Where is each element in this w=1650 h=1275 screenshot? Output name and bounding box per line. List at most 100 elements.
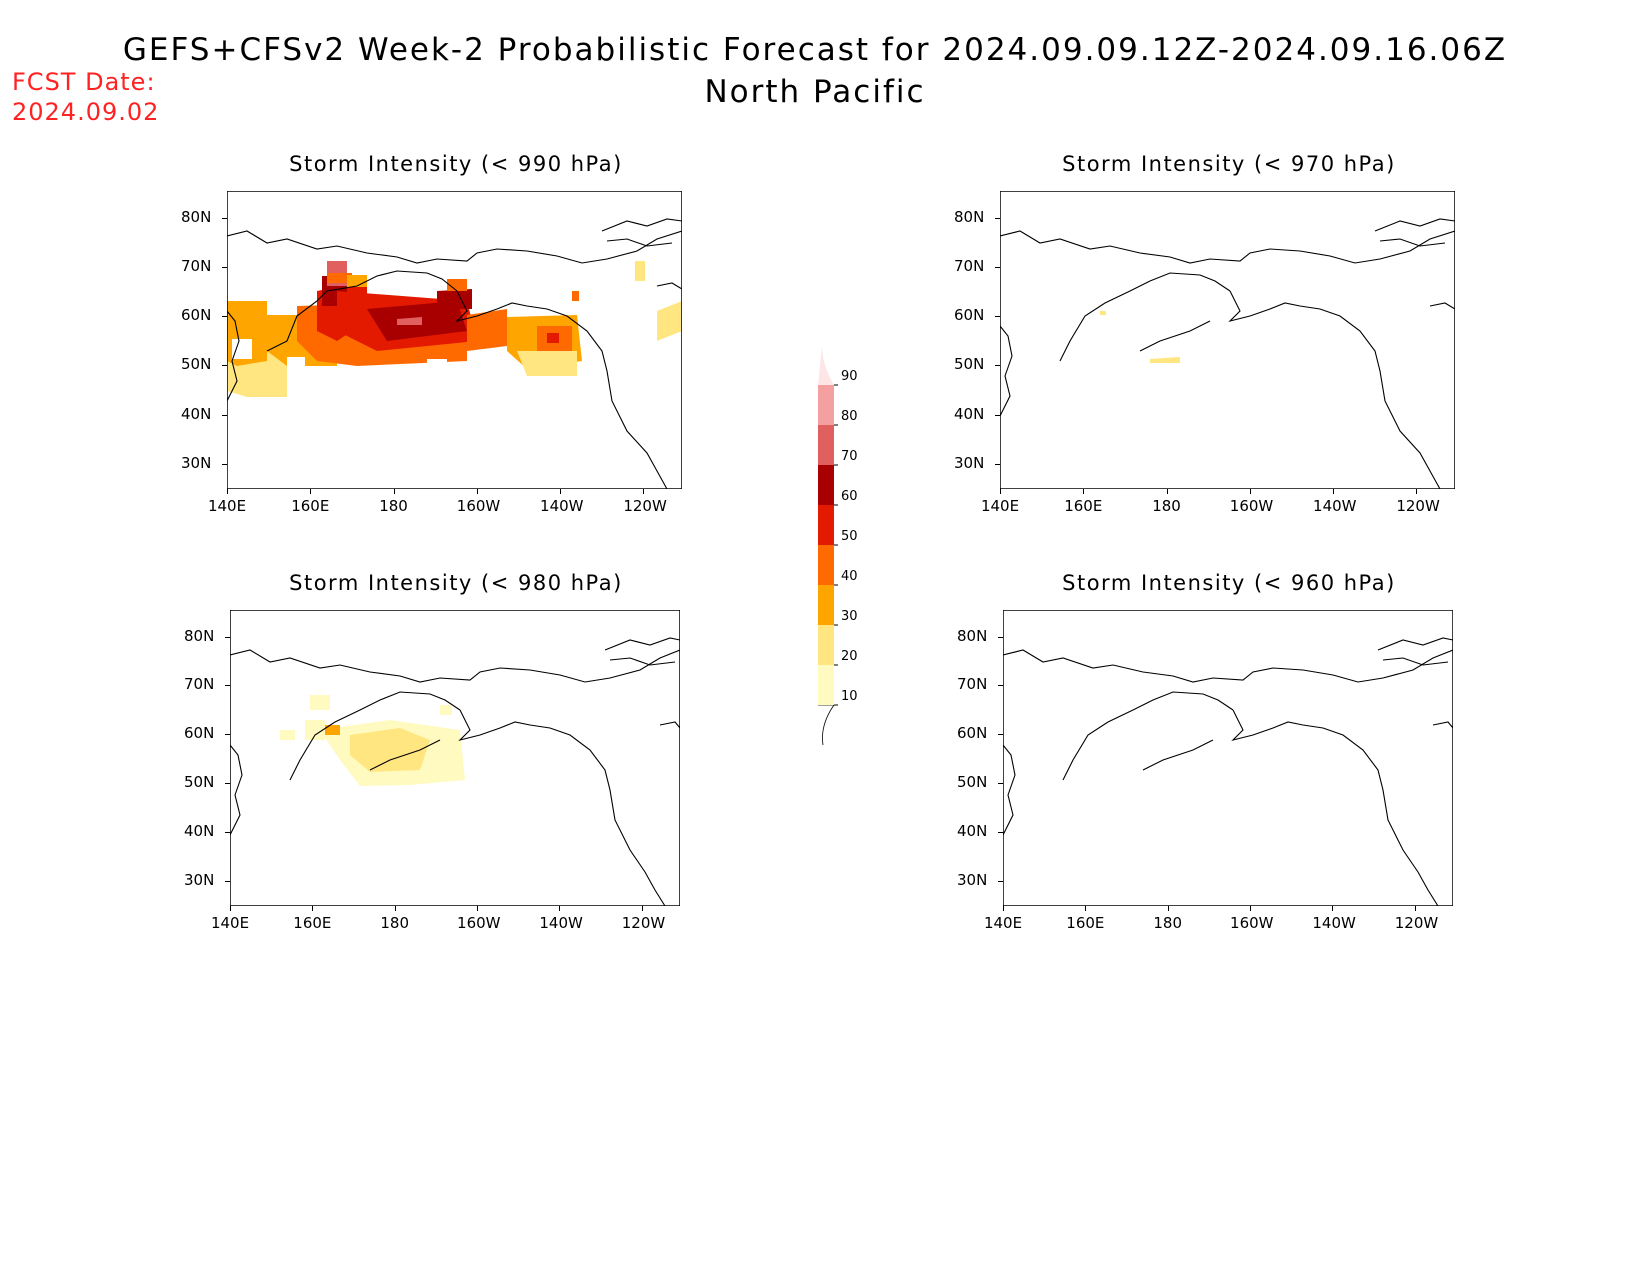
lat-tick-970 (995, 266, 1000, 268)
lon-label-990: 120W (623, 497, 667, 515)
lat-label-980: 30N (184, 870, 215, 889)
lat-label-990: 80N (181, 207, 212, 226)
lon-label-970: 160E (1064, 497, 1103, 515)
map-svg-960 (1002, 609, 1454, 907)
lat-label-990: 30N (181, 453, 212, 472)
lon-tick-960 (1003, 906, 1004, 911)
probability-field-980 (280, 695, 465, 786)
lat-tick-990 (222, 463, 227, 465)
lat-tick-970 (995, 414, 1000, 416)
colorbar-label: 30 (841, 609, 858, 624)
map-frame-960 (1002, 609, 1454, 907)
map-panel-970 (999, 190, 1456, 490)
map-panel-960 (1002, 609, 1454, 907)
lon-label-960: 140W (1312, 914, 1356, 932)
panel-title-960: Storm Intensity (< 960 hPa) (1062, 571, 1396, 595)
colorbar-swatch (818, 545, 834, 585)
fcst-date-label: FCST Date: (12, 68, 156, 96)
coastlines-960 (1002, 637, 1454, 907)
coastlines-990 (226, 218, 683, 490)
lon-tick-960 (1332, 906, 1334, 911)
lat-tick-980 (225, 783, 230, 785)
lat-label-960: 60N (957, 724, 988, 743)
lon-label-970: 120W (1396, 497, 1440, 515)
lon-label-960: 120W (1394, 914, 1439, 932)
lat-tick-980 (225, 685, 230, 687)
lon-tick-980 (559, 906, 561, 911)
lon-tick-970 (1083, 489, 1085, 494)
lon-tick-980 (312, 906, 314, 911)
lat-label-980: 40N (184, 822, 215, 840)
lon-label-990: 160W (456, 497, 501, 515)
lon-label-980: 140E (210, 914, 250, 932)
lat-tick-960 (998, 636, 1003, 638)
lat-label-970: 40N (954, 404, 985, 423)
lon-tick-960 (1414, 906, 1416, 911)
colorbar-swatch (818, 665, 834, 705)
lon-label-990: 160E (291, 497, 330, 515)
lon-tick-970 (1000, 489, 1001, 494)
colorbar-swatch (818, 625, 834, 665)
lon-tick-990 (310, 489, 312, 494)
colorbar-swatch (818, 465, 834, 505)
colorbar: 10 20 30 40 50 60 70 80 90 (818, 345, 858, 745)
lon-tick-960 (1250, 906, 1252, 911)
colorbar-swatch (818, 425, 834, 465)
lat-tick-960 (998, 832, 1003, 833)
probability-field-990 (227, 261, 682, 397)
colorbar-label: 90 (841, 369, 858, 384)
lat-label-960: 50N (957, 773, 988, 792)
lon-label-960: 160E (1066, 914, 1105, 932)
lat-tick-970 (995, 316, 1000, 318)
colorbar-wedge-high (818, 345, 834, 385)
lon-tick-970 (1416, 489, 1418, 494)
lon-label-980: 140W (539, 914, 583, 932)
colorbar-label: 10 (841, 689, 858, 704)
coastlines-980 (229, 637, 681, 907)
colorbar-swatch (818, 505, 834, 545)
lat-label-970: 50N (954, 355, 985, 374)
colorbar-label: 80 (841, 409, 858, 424)
lat-tick-990 (222, 316, 227, 318)
lon-tick-980 (394, 906, 396, 911)
lon-tick-990 (560, 489, 562, 494)
lat-tick-980 (225, 880, 230, 882)
lon-label-960: 140E (983, 914, 1023, 932)
map-panel-990 (226, 190, 683, 490)
lat-tick-990 (222, 365, 227, 367)
lat-label-970: 60N (954, 306, 985, 325)
lat-tick-960 (998, 685, 1003, 687)
lon-label-970: 180 (1152, 497, 1181, 515)
lat-label-960: 40N (957, 822, 988, 840)
lat-label-960: 30N (957, 870, 988, 889)
lat-label-990: 50N (181, 355, 212, 374)
lon-label-960: 180 (1153, 914, 1182, 932)
lon-tick-990 (476, 489, 478, 494)
lon-tick-980 (230, 906, 231, 911)
lon-label-990: 140E (207, 497, 247, 515)
lat-label-980: 70N (184, 675, 215, 694)
lat-tick-980 (225, 734, 230, 736)
lat-label-980: 50N (184, 773, 215, 792)
lon-tick-970 (1166, 489, 1168, 494)
lat-tick-990 (222, 217, 227, 219)
lon-label-970: 140W (1313, 497, 1357, 515)
lat-label-980: 80N (184, 626, 215, 645)
lon-tick-960 (1085, 906, 1087, 911)
lat-label-980: 60N (184, 724, 215, 743)
lat-tick-960 (998, 783, 1003, 785)
fcst-date-value: 2024.09.02 (12, 98, 160, 126)
map-svg-970 (999, 190, 1456, 490)
lon-tick-970 (1249, 489, 1251, 494)
colorbar-swatch (818, 385, 834, 425)
lat-label-970: 70N (954, 256, 985, 275)
lat-label-960: 70N (957, 675, 988, 694)
lon-tick-990 (393, 489, 395, 494)
map-svg-980 (229, 609, 681, 907)
lon-label-980: 160W (457, 914, 501, 932)
lon-tick-970 (1333, 489, 1335, 494)
lat-tick-970 (995, 217, 1000, 219)
lon-label-980: 160E (293, 914, 332, 932)
lat-tick-990 (222, 266, 227, 268)
lat-label-990: 70N (181, 256, 212, 275)
